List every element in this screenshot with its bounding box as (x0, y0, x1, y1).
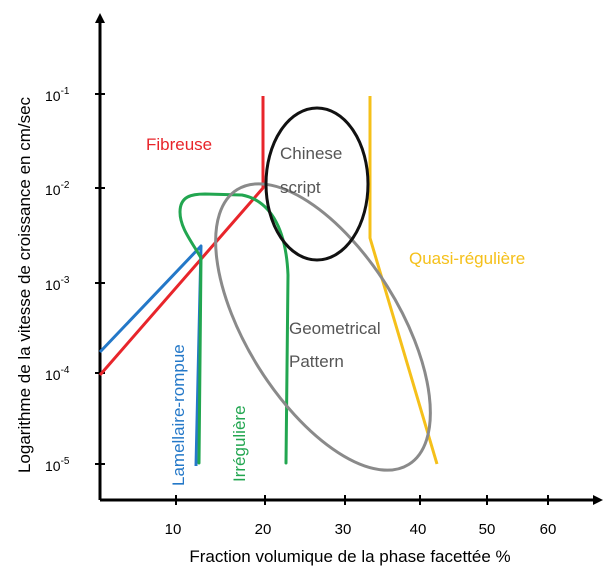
fibreuse-region: Fibreuse (98, 96, 265, 376)
y-axis-title: Logarithme de la vitesse de croissance e… (15, 96, 34, 473)
lamellaire-label: Lamellaire-rompue (169, 344, 188, 486)
chinese-script-ellipse (264, 106, 370, 262)
fibreuse-label: Fibreuse (146, 135, 212, 154)
geometrical-pattern-region: Geometrical Pattern (214, 182, 432, 472)
fibreuse-curve (98, 96, 265, 376)
lamellaire-region: Lamellaire-rompue (98, 244, 203, 486)
quasi-reguliere-curve (368, 96, 439, 465)
geometrical-pattern-ellipse (214, 182, 432, 472)
y-tick-label: 10-5 (45, 456, 70, 474)
y-tick-label: 10-2 (45, 180, 70, 198)
x-tick-label: 60 (540, 521, 557, 538)
quasi-reguliere-region: Quasi-régulière (368, 96, 525, 465)
y-tick-label: 10-3 (45, 275, 70, 293)
x-tick-label: 30 (335, 521, 352, 538)
irreguliere-curve (178, 192, 290, 465)
geometrical-pattern-label-line2: Pattern (289, 352, 344, 371)
x-tick-label: 20 (255, 521, 272, 538)
y-tick-label: 10-4 (45, 365, 70, 383)
x-tick-labels: 10 20 30 40 50 60 (165, 521, 557, 538)
x-tick-label: 40 (410, 521, 427, 538)
chinese-script-region: Chinese script (264, 106, 370, 262)
quasi-reguliere-label: Quasi-régulière (409, 249, 525, 268)
chinese-script-label-line1: Chinese (280, 144, 342, 163)
x-tick-label: 50 (479, 521, 496, 538)
chinese-script-label-line2: script (280, 178, 321, 197)
irreguliere-region: Irrégulière (178, 192, 290, 482)
geometrical-pattern-label-line1: Geometrical (289, 319, 381, 338)
y-tick-labels: 10-1 10-2 10-3 10-4 10-5 (45, 86, 70, 474)
x-axis-title: Fraction volumique de la phase facettée … (189, 547, 510, 566)
y-tick-label: 10-1 (45, 86, 70, 104)
x-tick-label: 10 (165, 521, 182, 538)
irreguliere-label: Irrégulière (230, 405, 249, 482)
lamellaire-curve (98, 244, 203, 467)
axes (95, 13, 603, 505)
